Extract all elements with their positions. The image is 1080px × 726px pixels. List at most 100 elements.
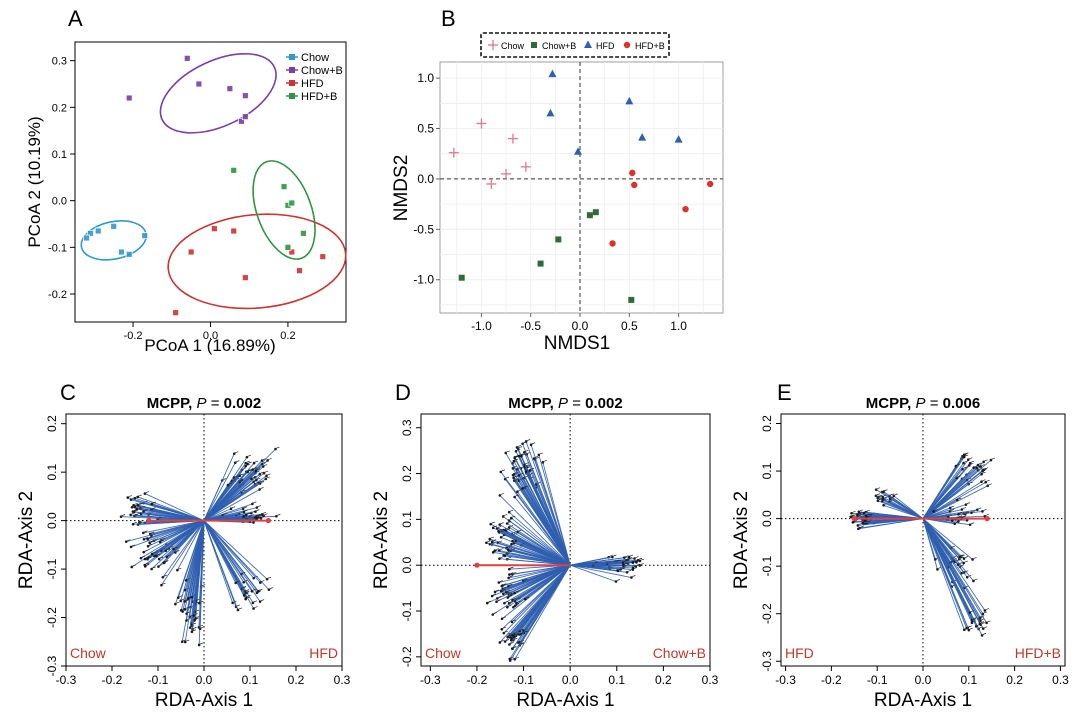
species-arrow-tip	[130, 565, 134, 569]
species-arrow	[508, 520, 571, 566]
species-arrow-tip	[513, 591, 516, 595]
species-arrow-tip	[259, 581, 262, 584]
species-arrow-tip	[265, 577, 269, 581]
species-arrow	[203, 465, 247, 521]
x-tick-label: 0.5	[621, 319, 638, 333]
species-label-mark	[964, 560, 968, 563]
title-eq: =	[568, 395, 585, 412]
species-arrow	[922, 518, 970, 631]
y-tick-label: -0.2	[48, 289, 67, 301]
x-tick-label: -1.0	[471, 319, 492, 333]
x-tick-label: 1.0	[670, 319, 687, 333]
species-arrow-tip	[510, 636, 513, 640]
species-arrow	[922, 509, 963, 520]
species-label-mark	[254, 460, 259, 463]
species-label-mark	[157, 553, 161, 556]
y-tick-label: 0.5	[417, 122, 434, 136]
species-arrow-tip	[882, 490, 885, 493]
species-arrow-tip	[244, 461, 248, 465]
y-tick-label: -0.5	[413, 222, 434, 236]
species-arrow	[149, 520, 205, 544]
species-label-mark	[500, 640, 504, 642]
species-label-mark	[261, 580, 265, 582]
species-arrow-tip	[512, 476, 515, 480]
point-chow-plusb	[592, 209, 599, 216]
species-arrow	[883, 498, 924, 520]
species-label-mark	[517, 600, 521, 603]
species-arrow-tip	[962, 557, 966, 560]
species-arrow-tip	[981, 612, 985, 616]
species-label-mark	[253, 600, 258, 603]
species-label-mark	[518, 529, 522, 532]
species-label-mark	[515, 494, 519, 497]
plot-frame	[65, 413, 343, 667]
species-arrow-tip	[174, 551, 177, 554]
species-label-mark	[231, 506, 236, 509]
y-tick-label: -0.2	[760, 603, 774, 624]
y-tick-label: -0.1	[45, 558, 59, 579]
species-label-mark	[505, 639, 510, 641]
species-arrow-tip	[133, 505, 137, 509]
species-arrow-tip	[611, 555, 614, 559]
legend-swatch	[289, 67, 295, 73]
x-tick-label: -0.1	[148, 673, 169, 687]
point-chow	[83, 234, 91, 242]
species-label-mark	[152, 501, 156, 504]
panel-label-e: E	[777, 380, 792, 405]
y-tick-label: 0.0	[45, 512, 59, 529]
species-label-mark	[960, 556, 964, 559]
species-label-mark	[951, 505, 955, 508]
species-arrow-tip	[984, 480, 988, 484]
species-arrow-tip	[499, 470, 503, 474]
species-arrow	[514, 496, 571, 566]
species-label-mark	[635, 556, 639, 558]
species-arrow-tip	[188, 626, 192, 629]
species-arrow	[498, 530, 571, 566]
species-label-mark	[186, 639, 190, 642]
species-arrow-tip	[523, 597, 527, 601]
species-arrow	[203, 520, 261, 583]
species-arrow-tip	[265, 474, 268, 478]
species-arrow	[922, 511, 934, 519]
species-label-mark	[982, 471, 986, 474]
species-arrow	[203, 520, 237, 584]
species-arrow-tip	[541, 461, 545, 464]
species-arrow-tip	[488, 537, 492, 541]
species-arrow	[507, 564, 571, 638]
species-arrow-tip	[266, 459, 269, 462]
species-arrow-tip	[513, 604, 517, 608]
panel-b-legend: Chow Chow+B HFD HFD+B	[480, 32, 670, 58]
species-arrow-tip	[250, 477, 253, 481]
species-arrow-tip	[516, 447, 520, 450]
species-arrow-tip	[509, 516, 513, 520]
species-label-mark	[508, 521, 512, 523]
species-arrow-tip	[242, 515, 245, 518]
x-tick-label: -0.3	[775, 673, 796, 687]
species-label-mark	[509, 583, 513, 586]
point-hfd	[638, 133, 647, 141]
species-label-mark	[985, 513, 989, 516]
y-tick-label: 0.2	[52, 102, 67, 114]
title-eq: =	[926, 395, 943, 412]
species-arrow	[508, 511, 571, 566]
species-arrow-tip	[950, 519, 954, 523]
species-arrow-tip	[964, 503, 968, 506]
species-label-mark	[633, 567, 637, 569]
species-label-mark	[539, 452, 543, 455]
title-eq: =	[207, 395, 224, 412]
y-tick-label: 0.1	[45, 463, 59, 480]
species-label-mark	[264, 470, 269, 473]
species-arrow	[570, 557, 625, 566]
species-arrow	[922, 459, 992, 519]
species-label-mark	[182, 607, 186, 610]
panel-label-d: D	[395, 380, 411, 405]
species-arrow-tip	[622, 556, 626, 559]
species-arrow	[203, 520, 268, 580]
y-tick-label: -0.3	[760, 651, 774, 672]
species-label-mark	[515, 656, 519, 659]
species-arrow-tip	[981, 627, 985, 630]
group-vector-tip	[146, 518, 152, 524]
x-tick-label: 0.0	[572, 319, 589, 333]
species-arrow-tip	[962, 455, 966, 459]
point-chow	[125, 250, 133, 258]
